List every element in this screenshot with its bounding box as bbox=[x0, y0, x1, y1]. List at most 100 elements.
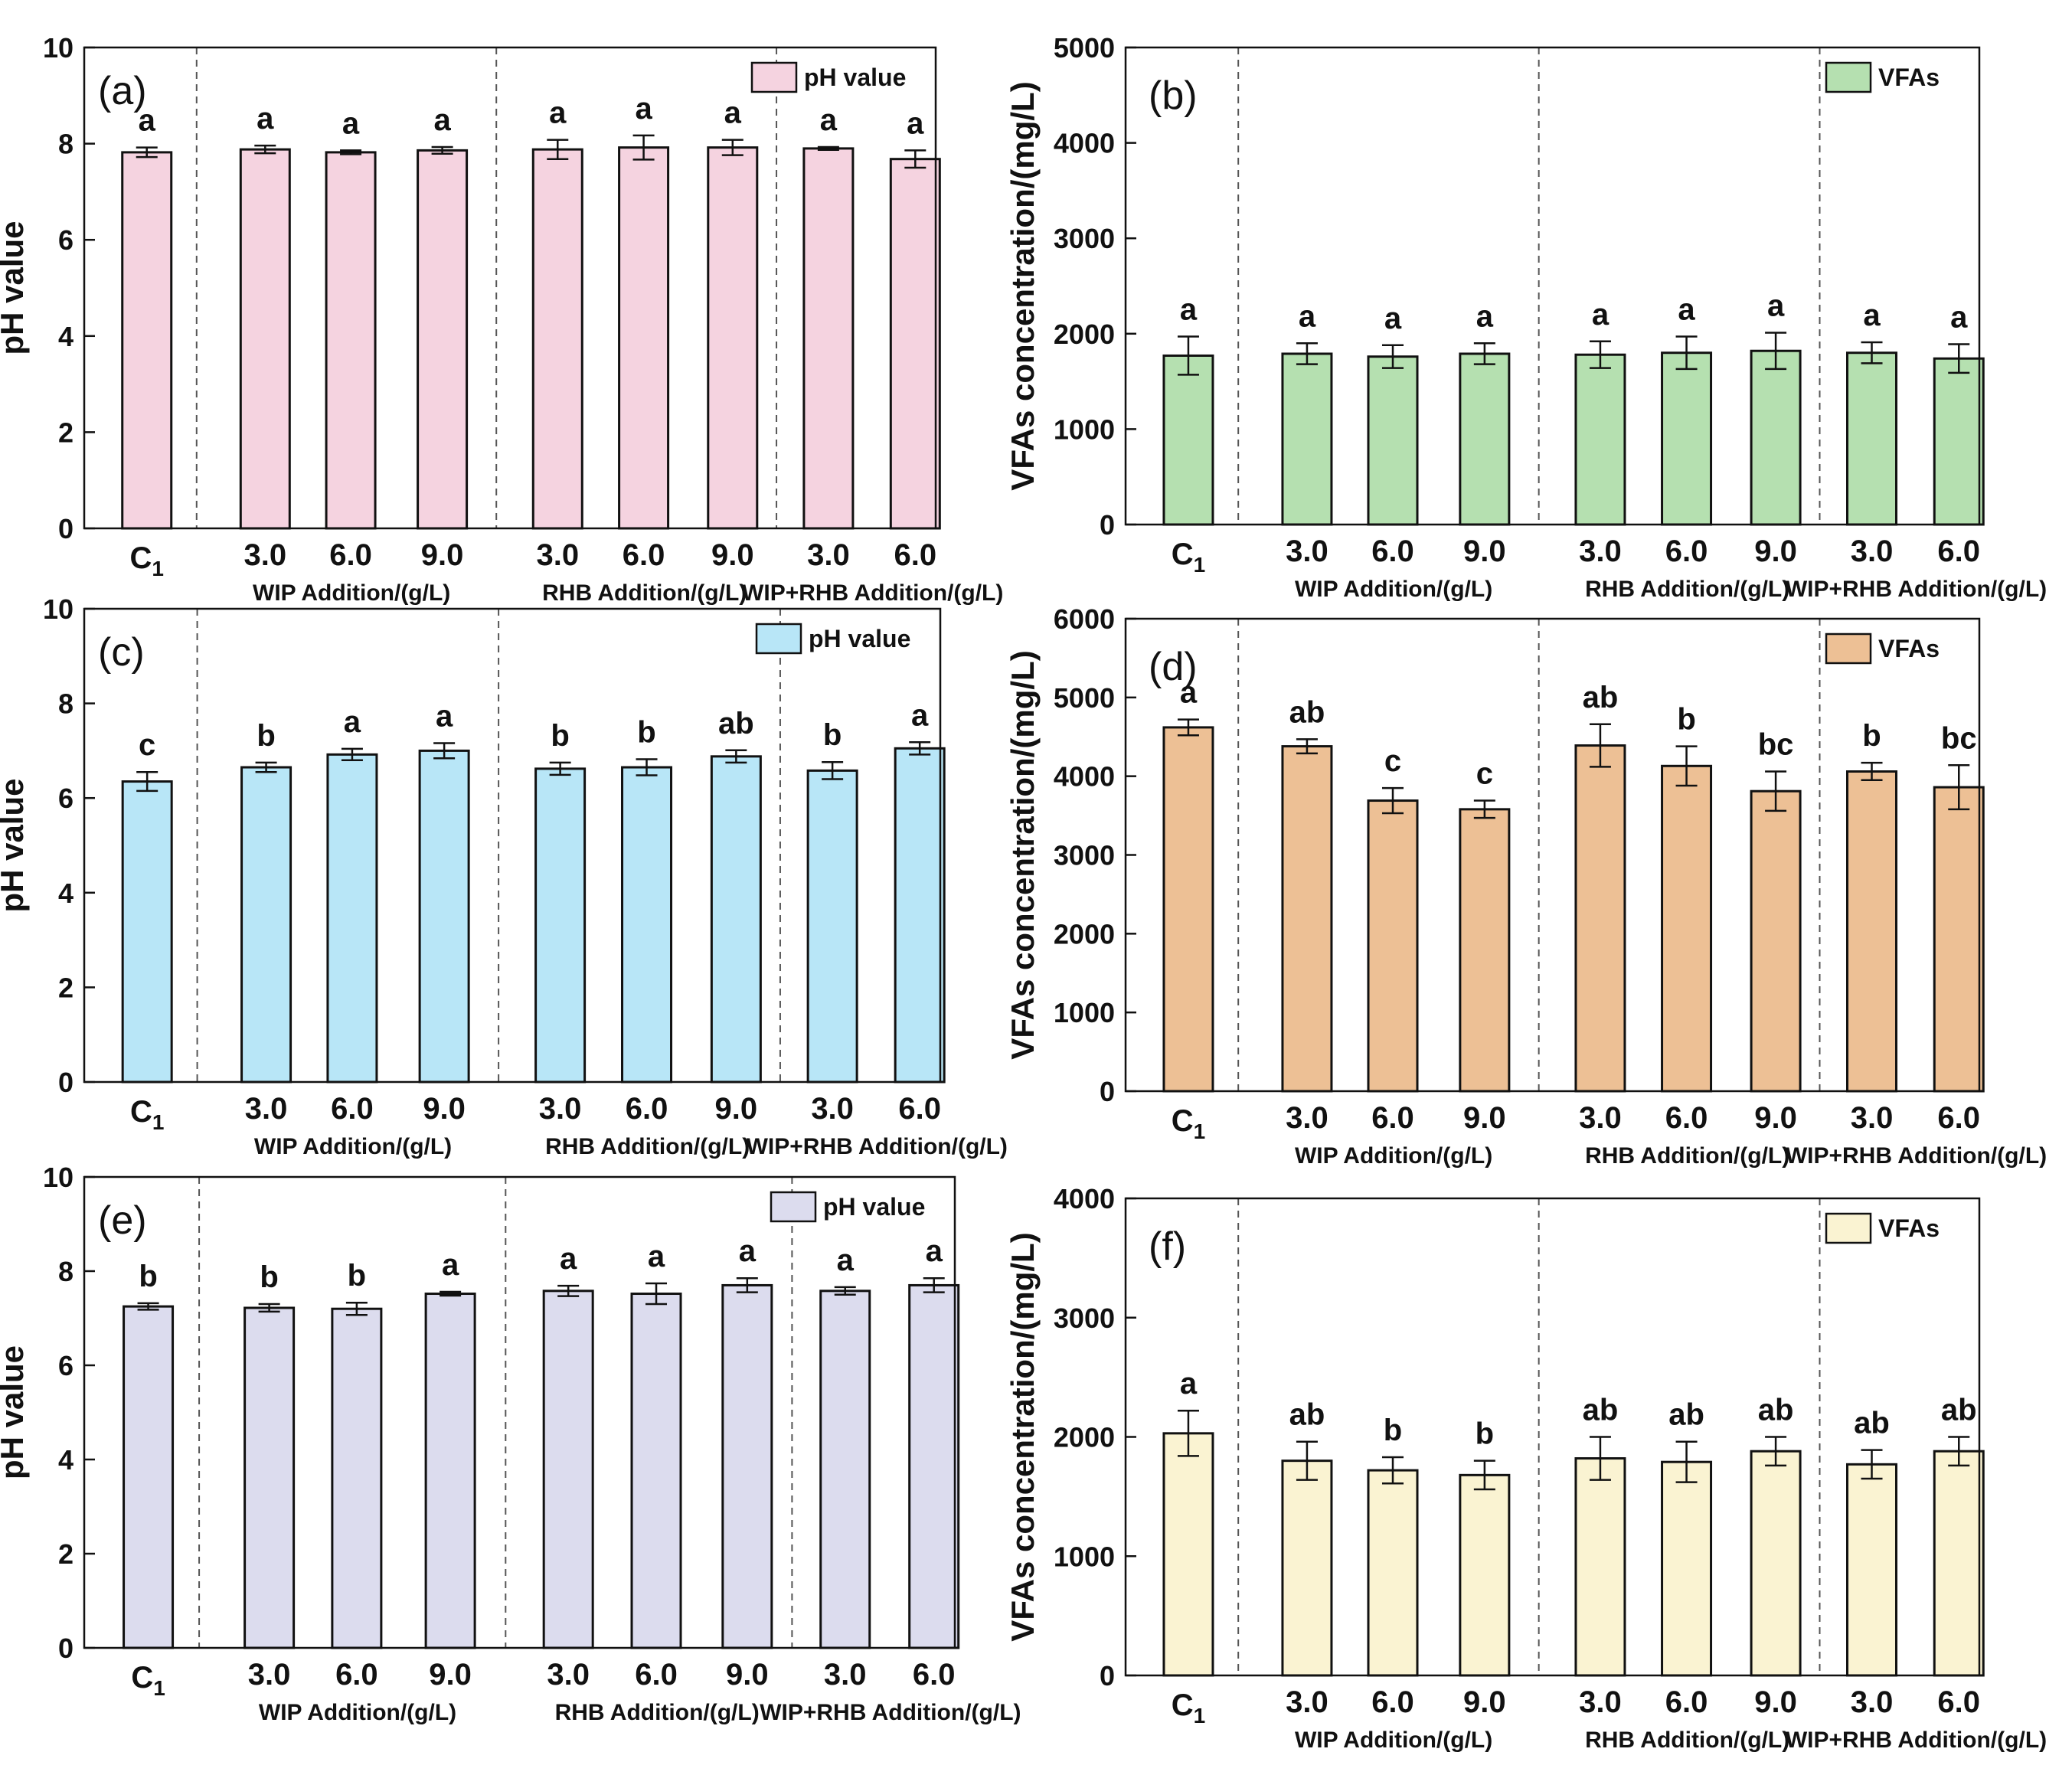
y-tick-label: 4000 bbox=[1054, 128, 1115, 159]
bar bbox=[1459, 808, 1511, 1093]
error-bar bbox=[1589, 723, 1611, 768]
x-tick-label: 9.0 bbox=[1463, 1101, 1506, 1135]
x-group-label: WIP+RHB Addition/(g/L) bbox=[1786, 1728, 2047, 1753]
error-bar bbox=[822, 760, 844, 780]
x-tick-label: 3.0 bbox=[243, 538, 286, 572]
x-tick-label: 9.0 bbox=[715, 1092, 758, 1126]
x-tick-label: 6.0 bbox=[1371, 1101, 1414, 1135]
error-bar bbox=[137, 1302, 159, 1311]
error-bar bbox=[1861, 341, 1883, 364]
error-bar bbox=[645, 1282, 668, 1306]
x-tick-label: C1 bbox=[131, 1661, 165, 1700]
significance-letter: a bbox=[907, 106, 924, 140]
x-tick-label: 6.0 bbox=[623, 538, 665, 572]
x-tick-label: 6.0 bbox=[913, 1658, 956, 1692]
legend-swatch bbox=[1825, 61, 1872, 93]
x-group-label: WIP Addition/(g/L) bbox=[1295, 577, 1492, 602]
x-tick-label: 9.0 bbox=[1754, 534, 1797, 568]
x-group-label: WIP Addition/(g/L) bbox=[253, 580, 450, 606]
significance-letter: a bbox=[549, 96, 567, 130]
x-tick-label: 9.0 bbox=[726, 1658, 769, 1692]
legend-swatch bbox=[770, 1191, 817, 1223]
significance-letter: bc bbox=[1758, 727, 1794, 761]
significance-letter: b bbox=[1677, 703, 1695, 737]
significance-letter: a bbox=[1767, 289, 1785, 323]
x-tick-label: 9.0 bbox=[1754, 1685, 1797, 1719]
significance-letter: b bbox=[823, 718, 842, 752]
significance-letter: ab bbox=[1668, 1398, 1704, 1432]
bar bbox=[325, 151, 377, 530]
significance-letter: a bbox=[1180, 1367, 1198, 1401]
significance-letter: a bbox=[1678, 293, 1695, 327]
x-tick-label: 3.0 bbox=[1286, 534, 1328, 568]
y-tick-label: 8 bbox=[58, 129, 74, 160]
y-tick-label: 10 bbox=[43, 32, 74, 64]
significance-letter: c bbox=[1476, 757, 1493, 791]
error-bar bbox=[834, 1286, 856, 1296]
y-tick-label: 2000 bbox=[1054, 319, 1115, 350]
significance-letter: a bbox=[1384, 302, 1402, 335]
y-tick-label: 3000 bbox=[1054, 840, 1115, 871]
error-bar bbox=[1765, 770, 1787, 812]
error-bar bbox=[255, 761, 277, 773]
chart-panel-6: a ab b b ab ab ab ab ab 0 1000 2000 3000 4000 VFAs con… bbox=[1005, 1183, 2047, 1753]
significance-letter: a bbox=[635, 92, 652, 126]
x-tick-label: 6.0 bbox=[1665, 1101, 1708, 1135]
y-tick-label: 5000 bbox=[1054, 32, 1115, 64]
y-axis-title: VFAs concentration/(mg/L) bbox=[1005, 1232, 1041, 1641]
x-group-label: WIP+RHB Addition/(g/L) bbox=[747, 1134, 1008, 1159]
significance-letter: a bbox=[926, 1234, 943, 1268]
x-tick-label: C1 bbox=[1172, 1104, 1205, 1143]
bar bbox=[1846, 770, 1898, 1093]
bar bbox=[542, 1290, 594, 1649]
error-bar bbox=[341, 747, 363, 762]
plot-frame bbox=[83, 46, 937, 530]
legend-swatch bbox=[1825, 633, 1872, 665]
x-group-label: RHB Addition/(g/L) bbox=[555, 1700, 760, 1725]
legend-label: VFAs bbox=[1878, 1214, 1940, 1242]
legend-swatch bbox=[750, 61, 798, 93]
bar bbox=[707, 146, 759, 530]
bar bbox=[630, 1293, 682, 1649]
y-tick-label: 0 bbox=[58, 513, 74, 544]
x-tick-label: 9.0 bbox=[429, 1658, 472, 1692]
error-bar bbox=[909, 741, 931, 756]
x-group-label: RHB Addition/(g/L) bbox=[542, 580, 747, 606]
error-bar bbox=[1177, 1409, 1199, 1457]
x-tick-label: 3.0 bbox=[539, 1092, 582, 1126]
significance-letter: a bbox=[344, 705, 361, 739]
legend-label: VFAs bbox=[1878, 635, 1940, 662]
significance-letter: b bbox=[139, 1260, 157, 1293]
significance-letter: ab bbox=[1758, 1394, 1794, 1427]
bar bbox=[326, 753, 378, 1084]
y-tick-label: 3000 bbox=[1054, 1303, 1115, 1334]
significance-letter: a bbox=[739, 1234, 757, 1268]
legend-swatch bbox=[1825, 1212, 1872, 1244]
x-tick-label: 9.0 bbox=[1754, 1101, 1797, 1135]
y-tick-label: 6000 bbox=[1054, 603, 1115, 635]
x-tick-label: 9.0 bbox=[711, 538, 754, 572]
x-group-label: RHB Addition/(g/L) bbox=[1585, 1728, 1789, 1753]
x-group-label: WIP Addition/(g/L) bbox=[259, 1700, 456, 1725]
plot-frame bbox=[83, 607, 942, 1084]
x-tick-label: 3.0 bbox=[1851, 1685, 1894, 1719]
error-bar bbox=[1381, 344, 1404, 369]
bar bbox=[1162, 726, 1214, 1093]
y-tick-label: 2000 bbox=[1054, 918, 1115, 950]
error-bar bbox=[632, 134, 655, 161]
bar bbox=[1574, 1457, 1626, 1677]
significance-letter: ab bbox=[1941, 1394, 1977, 1427]
x-tick-label: 6.0 bbox=[329, 538, 372, 572]
x-group-label: WIP Addition/(g/L) bbox=[1295, 1143, 1492, 1169]
error-bar bbox=[1381, 786, 1404, 815]
error-bar bbox=[1473, 799, 1495, 819]
y-axis-title: pH value bbox=[0, 221, 30, 355]
y-tick-label: 6 bbox=[58, 224, 74, 256]
bar bbox=[1661, 351, 1713, 526]
x-tick-label: 6.0 bbox=[1937, 1685, 1980, 1719]
chart-panel-4: a ab c c ab b bc b bc 0 1000 2000 3000 4000 5000 6000 VF… bbox=[1005, 603, 2047, 1169]
x-group-label: WIP Addition/(g/L) bbox=[1295, 1728, 1492, 1753]
y-tick-label: 0 bbox=[58, 1633, 74, 1664]
